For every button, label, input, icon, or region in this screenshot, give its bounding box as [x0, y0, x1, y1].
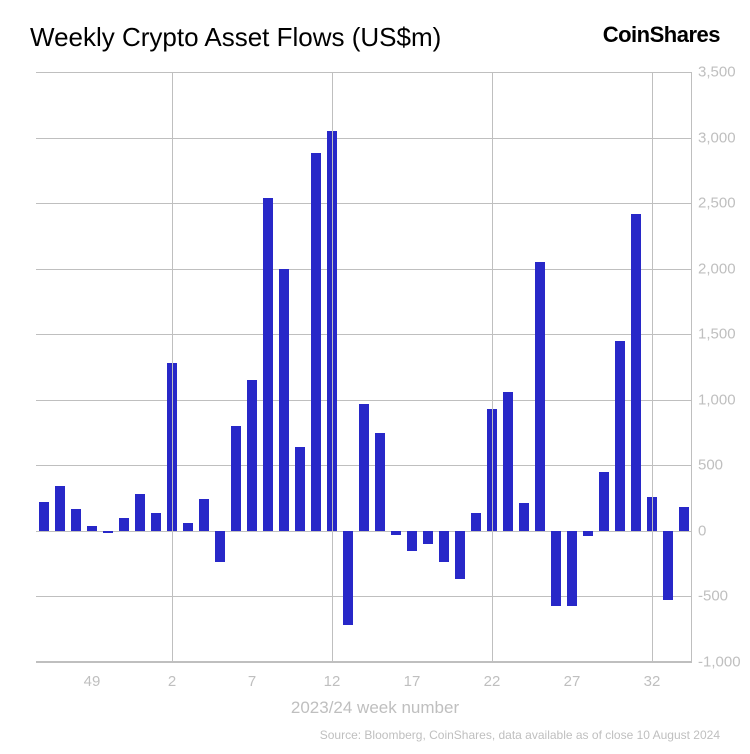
bar — [87, 526, 97, 531]
bar — [407, 531, 417, 551]
gridline-h — [36, 531, 692, 532]
bar — [295, 447, 305, 531]
chart-title: Weekly Crypto Asset Flows (US$m) — [30, 22, 441, 53]
bar — [343, 531, 353, 625]
gridline-v — [492, 72, 493, 662]
bar — [215, 531, 225, 562]
bar — [631, 214, 641, 531]
bar — [535, 262, 545, 531]
bar — [263, 198, 273, 531]
bar — [519, 503, 529, 531]
gridline-h — [36, 138, 692, 139]
gridline-v — [172, 72, 173, 662]
x-tick-label: 32 — [644, 673, 661, 690]
x-tick-label: 12 — [324, 673, 341, 690]
bar — [583, 531, 593, 536]
bar — [375, 433, 385, 531]
gridline-h — [36, 334, 692, 335]
gridline-h — [36, 72, 692, 73]
bar — [503, 392, 513, 531]
plot-area: -1,000-50005001,0001,5002,0002,5003,0003… — [36, 72, 692, 662]
gridline-h — [36, 596, 692, 597]
x-tick-label: 17 — [404, 673, 421, 690]
y-tick-label: 3,500 — [698, 64, 746, 81]
y-tick-label: -500 — [698, 588, 746, 605]
bar — [231, 426, 241, 531]
bar — [247, 380, 257, 531]
gridline-v — [332, 72, 333, 662]
bar — [279, 269, 289, 531]
y-tick-label: 0 — [698, 522, 746, 539]
bar — [551, 531, 561, 606]
bar — [119, 518, 129, 531]
x-tick-label: 2 — [168, 673, 176, 690]
plot-border-right — [691, 72, 692, 662]
bar — [183, 523, 193, 531]
bar — [615, 341, 625, 531]
x-tick-label: 22 — [484, 673, 501, 690]
bar — [103, 531, 113, 534]
bar — [439, 531, 449, 562]
bar — [567, 531, 577, 606]
x-tick-label: 49 — [84, 673, 101, 690]
y-tick-label: 1,000 — [698, 391, 746, 408]
bar — [199, 499, 209, 530]
y-tick-label: 1,500 — [698, 326, 746, 343]
bar — [359, 404, 369, 531]
gridline-v — [652, 72, 653, 662]
bar — [599, 472, 609, 531]
source-text: Source: Bloomberg, CoinShares, data avai… — [320, 728, 720, 742]
bar — [55, 486, 65, 531]
bar — [391, 531, 401, 535]
y-tick-label: 3,000 — [698, 129, 746, 146]
y-tick-label: 2,000 — [698, 260, 746, 277]
x-axis-title: 2023/24 week number — [0, 698, 750, 718]
bar — [311, 153, 321, 531]
y-tick-label: 2,500 — [698, 195, 746, 212]
x-tick-label: 7 — [248, 673, 256, 690]
bar — [423, 531, 433, 544]
y-tick-label: -1,000 — [698, 654, 746, 671]
gridline-h — [36, 269, 692, 270]
bar — [471, 513, 481, 531]
gridline-h — [36, 203, 692, 204]
x-tick-label: 27 — [564, 673, 581, 690]
bar — [663, 531, 673, 600]
bar — [455, 531, 465, 580]
bar — [679, 507, 689, 531]
bar — [151, 513, 161, 531]
bar — [71, 509, 81, 531]
gridline-h — [36, 400, 692, 401]
brand-logo: CoinShares — [603, 22, 720, 48]
bar — [135, 494, 145, 531]
gridline-h — [36, 662, 692, 663]
y-tick-label: 500 — [698, 457, 746, 474]
bar — [39, 502, 49, 531]
chart-container: Weekly Crypto Asset Flows (US$m) CoinSha… — [0, 0, 750, 754]
